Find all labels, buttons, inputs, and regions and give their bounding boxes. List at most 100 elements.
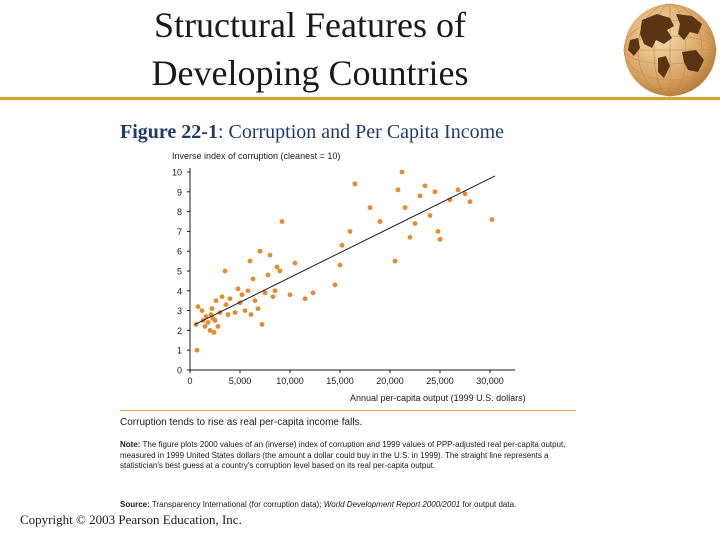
data-point	[412, 221, 418, 226]
data-point	[422, 183, 428, 189]
data-point	[252, 298, 258, 304]
data-point	[302, 296, 308, 302]
data-point	[247, 258, 253, 264]
data-point	[399, 169, 405, 175]
data-points	[193, 169, 495, 353]
data-point	[352, 181, 358, 187]
slide-title-line-2: Developing Countries	[151, 53, 469, 93]
data-point	[211, 329, 217, 335]
data-point	[209, 306, 215, 312]
x-tick-label: 15,000	[326, 376, 354, 386]
figure-title-text: : Corruption and Per Capita Income	[217, 121, 504, 143]
data-point	[392, 258, 398, 264]
note-text: The figure plots 2000 values of an (inve…	[120, 440, 566, 470]
data-point	[232, 310, 238, 315]
note-label: Note:	[120, 440, 141, 449]
axes	[189, 168, 515, 371]
source-post: for output data.	[462, 500, 517, 509]
data-point	[219, 294, 225, 300]
y-ticks: 0 1 2 3 4 5 6 7 8 9 10	[172, 168, 190, 376]
x-axis-label: Annual per-capita output (1999 U.S. doll…	[350, 393, 526, 403]
data-point	[203, 314, 209, 319]
source-italic: World Development Report 2000/2001	[323, 500, 461, 509]
data-point	[205, 320, 211, 325]
trend-line	[194, 175, 496, 325]
data-point	[250, 276, 256, 282]
slide-title-line-1: Structural Features of	[154, 5, 466, 45]
copyright: Copyright © 2003 Pearson Education, Inc.	[20, 512, 242, 527]
data-point	[292, 260, 298, 266]
data-point	[202, 324, 208, 329]
data-point	[223, 302, 229, 308]
data-point	[194, 347, 200, 353]
y-tick-label: 4	[177, 286, 182, 296]
y-tick-label: 9	[177, 187, 182, 197]
data-point	[207, 328, 213, 333]
data-point	[427, 213, 433, 218]
data-point	[310, 290, 316, 296]
data-point	[262, 290, 268, 296]
data-point	[213, 298, 219, 304]
data-point	[287, 292, 293, 298]
data-point	[402, 205, 408, 211]
data-point	[259, 322, 265, 327]
data-point	[199, 308, 205, 313]
figure-label: Figure 22-1	[120, 121, 218, 143]
data-point	[432, 189, 438, 195]
title-divider	[0, 97, 720, 100]
data-point	[489, 217, 495, 222]
data-point	[347, 229, 353, 234]
y-tick-label: 0	[177, 366, 182, 376]
data-point	[435, 229, 441, 234]
data-point	[462, 191, 468, 197]
x-tick-label: 10,000	[276, 376, 304, 386]
data-point	[212, 318, 218, 323]
y-tick-label: 7	[177, 227, 182, 237]
data-point	[272, 288, 278, 294]
data-point	[279, 219, 285, 224]
data-point	[277, 268, 283, 274]
x-tick-label: 25,000	[426, 376, 454, 386]
data-point	[407, 234, 413, 240]
data-point	[367, 205, 373, 211]
source-pre: Transparency International (for corrupti…	[151, 500, 322, 509]
y-tick-label: 5	[177, 267, 182, 277]
y-tick-label: 1	[177, 346, 182, 356]
data-point	[339, 242, 345, 248]
data-point	[337, 262, 343, 268]
x-ticks: 0 5,000 10,000 15,000 20,000 25,000 30,000	[187, 370, 504, 386]
x-tick-label: 0	[187, 376, 192, 386]
data-point	[267, 252, 273, 258]
data-point	[395, 187, 401, 193]
y-tick-label: 8	[177, 207, 182, 217]
chart-note: Note: The figure plots 2000 values of an…	[120, 440, 590, 472]
data-point	[239, 292, 245, 298]
chart-source: Source: Transparency International (for …	[120, 500, 590, 509]
x-tick-label: 20,000	[376, 376, 404, 386]
data-point	[255, 306, 261, 312]
data-point	[242, 308, 248, 313]
data-point	[195, 304, 201, 310]
y-tick-label: 10	[172, 168, 182, 178]
data-point	[248, 312, 254, 317]
scatter-chart: Inverse index of corruption (cleanest = …	[172, 151, 526, 403]
trend-line-segment	[194, 175, 496, 325]
data-point	[265, 272, 271, 278]
globe-icon	[623, 3, 717, 97]
x-tick-label: 5,000	[229, 376, 252, 386]
data-point	[227, 296, 233, 302]
data-point	[437, 236, 443, 242]
data-point	[245, 288, 251, 294]
caption-divider	[120, 410, 576, 411]
data-point	[417, 193, 423, 199]
data-point	[455, 187, 461, 193]
data-point	[332, 282, 338, 288]
data-point	[222, 268, 228, 274]
y-axis-label: Inverse index of corruption (cleanest = …	[172, 151, 340, 161]
data-point	[257, 248, 263, 254]
y-tick-label: 6	[177, 247, 182, 257]
data-point	[270, 294, 276, 300]
y-tick-label: 3	[177, 306, 182, 316]
figure-title: Figure 22-1: Corruption and Per Capita I…	[120, 121, 600, 144]
data-point	[225, 312, 231, 317]
